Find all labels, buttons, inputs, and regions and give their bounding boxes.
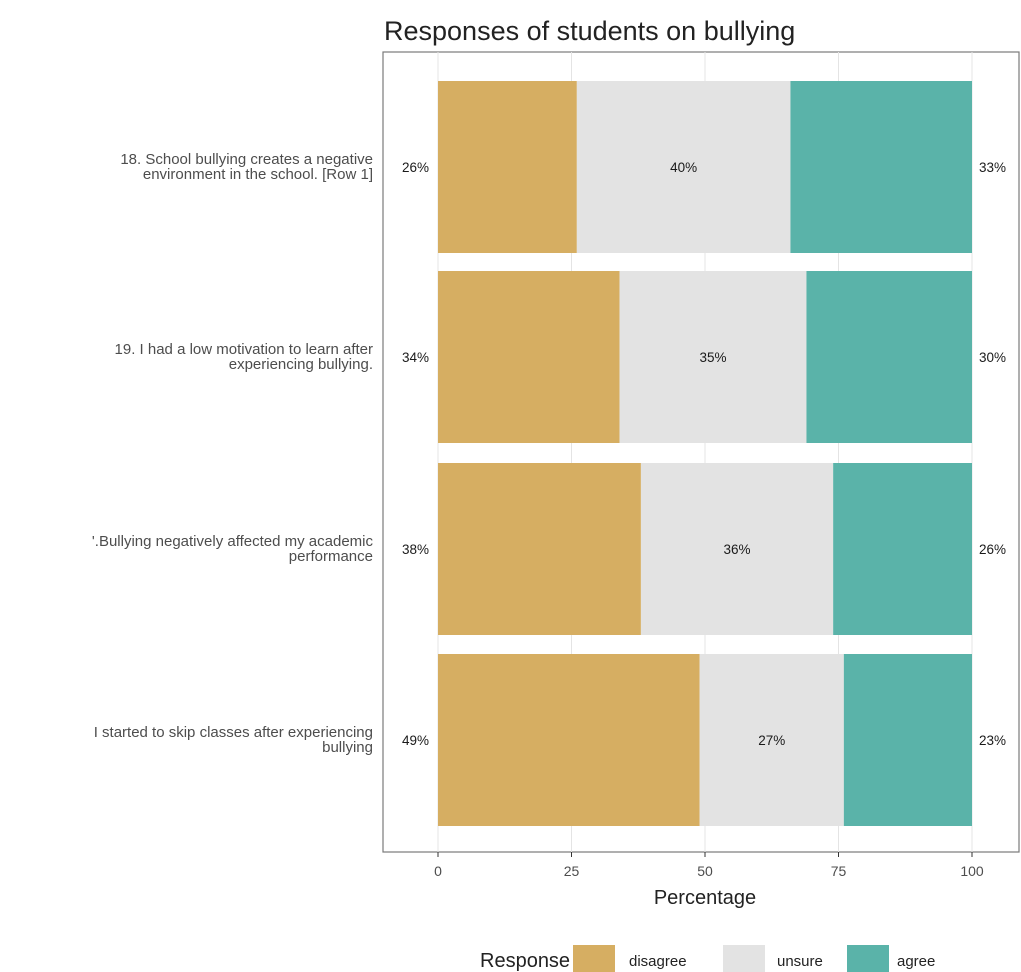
x-tick-label: 75 bbox=[831, 863, 847, 879]
bar-agree bbox=[833, 463, 972, 635]
label-unsure: 35% bbox=[699, 350, 726, 365]
bar-unsure bbox=[699, 654, 844, 826]
label-unsure: 36% bbox=[724, 542, 751, 557]
chart-title: Responses of students on bullying bbox=[384, 16, 795, 46]
label-unsure: 27% bbox=[758, 733, 785, 748]
legend-label-agree: agree bbox=[897, 953, 935, 970]
label-agree: 30% bbox=[979, 350, 1006, 365]
label-agree: 23% bbox=[979, 733, 1006, 748]
bar-unsure bbox=[619, 271, 807, 443]
legend-label-unsure: unsure bbox=[777, 953, 823, 970]
category-label: 18. School bullying creates a negative en… bbox=[120, 151, 373, 183]
x-tick-label: 100 bbox=[960, 863, 984, 879]
percent-labels: 26% 40% 33% 34% 35% 30% 38% 36% 26% 49% 27% 23% bbox=[402, 160, 1006, 748]
x-tick-label: 25 bbox=[564, 863, 580, 879]
bars-group bbox=[438, 81, 972, 826]
legend-title: Response bbox=[480, 950, 570, 972]
legend-label-disagree: disagree bbox=[629, 953, 687, 970]
x-axis-title: Percentage bbox=[654, 887, 756, 909]
legend: Response disagree unsure agree bbox=[480, 945, 935, 972]
legend-key-unsure bbox=[723, 945, 765, 972]
bar-disagree bbox=[438, 463, 641, 635]
label-disagree: 38% bbox=[402, 542, 429, 557]
label-unsure: 40% bbox=[670, 160, 697, 175]
category-label: 19. I had a low motivation to learn afte… bbox=[115, 341, 373, 373]
x-tick-label: 50 bbox=[697, 863, 713, 879]
label-disagree: 26% bbox=[402, 160, 429, 175]
x-axis: 0 25 50 75 100 bbox=[434, 852, 984, 879]
bar-unsure bbox=[576, 81, 791, 253]
bar-disagree bbox=[438, 654, 700, 826]
label-agree: 33% bbox=[979, 160, 1006, 175]
bar-disagree bbox=[438, 271, 620, 443]
label-disagree: 49% bbox=[402, 733, 429, 748]
legend-key-agree bbox=[847, 945, 889, 972]
bar-unsure bbox=[640, 463, 834, 635]
bar-agree bbox=[790, 81, 972, 253]
legend-key-disagree bbox=[573, 945, 615, 972]
x-tick-label: 0 bbox=[434, 863, 442, 879]
bar-agree bbox=[843, 654, 972, 826]
bar-agree bbox=[806, 271, 972, 443]
category-labels: 18. School bullying creates a negative en… bbox=[92, 151, 374, 756]
category-label: I started to skip classes after experien… bbox=[94, 724, 373, 756]
label-disagree: 34% bbox=[402, 350, 429, 365]
bar-disagree bbox=[438, 81, 577, 253]
label-agree: 26% bbox=[979, 542, 1006, 557]
category-label: '.Bullying negatively affected my academ… bbox=[92, 533, 374, 565]
